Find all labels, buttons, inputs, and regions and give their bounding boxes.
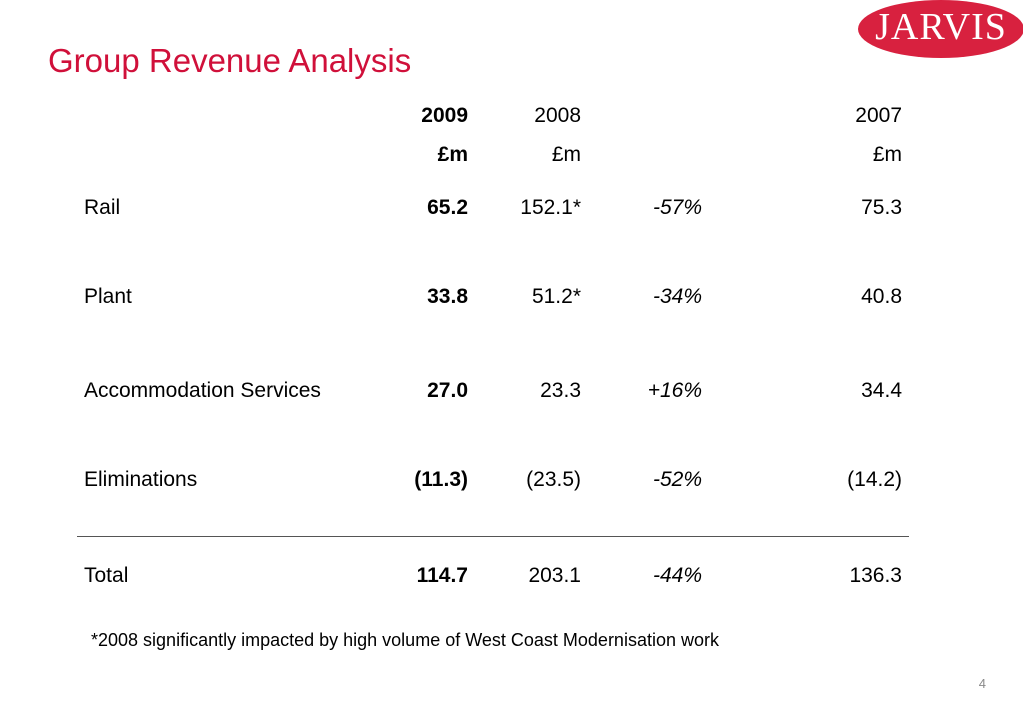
value-2007: 40.8 [861,285,902,308]
jarvis-logo: JARVIS [858,0,1023,58]
value-2008: 203.1 [528,564,581,587]
header-2009: 2009 [421,104,468,127]
row-label: Accommodation Services [84,379,321,402]
logo-text: JARVIS [875,6,1007,48]
value-2009: 65.2 [427,196,468,219]
value-2008: 51.2* [531,285,581,308]
slide-title: Group Revenue Analysis [48,42,412,79]
total-divider [77,536,909,537]
row-label: Plant [84,285,132,308]
unit-2008: £m [551,143,581,166]
change-percent: -34% [652,285,702,308]
value-2009: (11.3) [414,468,468,491]
value-2007: 136.3 [849,564,902,587]
change-percent: +16% [647,379,702,402]
page-number: 4 [978,676,986,691]
value-2007: (14.2) [847,468,902,491]
value-2008: 152.1* [520,196,581,219]
header-2007: 2007 [855,104,902,127]
change-percent: -57% [652,196,702,219]
footnote: *2008 significantly impacted by high vol… [91,630,719,650]
value-2008: 23.3 [540,379,581,402]
value-2008: (23.5) [526,468,581,491]
unit-2007: £m [872,143,902,166]
value-2007: 34.4 [861,379,902,402]
header-2008: 2008 [534,104,581,127]
value-2009: 27.0 [427,379,468,402]
change-percent: -52% [652,468,702,491]
row-label: Total [84,564,129,587]
value-2009: 33.8 [427,285,468,308]
unit-2009: £m [437,143,468,166]
logo-ellipse [858,0,1023,58]
value-2009: 114.7 [416,564,468,587]
row-label: Eliminations [84,468,198,491]
value-2007: 75.3 [861,196,902,219]
change-percent: -44% [652,564,702,587]
row-label: Rail [84,196,121,219]
